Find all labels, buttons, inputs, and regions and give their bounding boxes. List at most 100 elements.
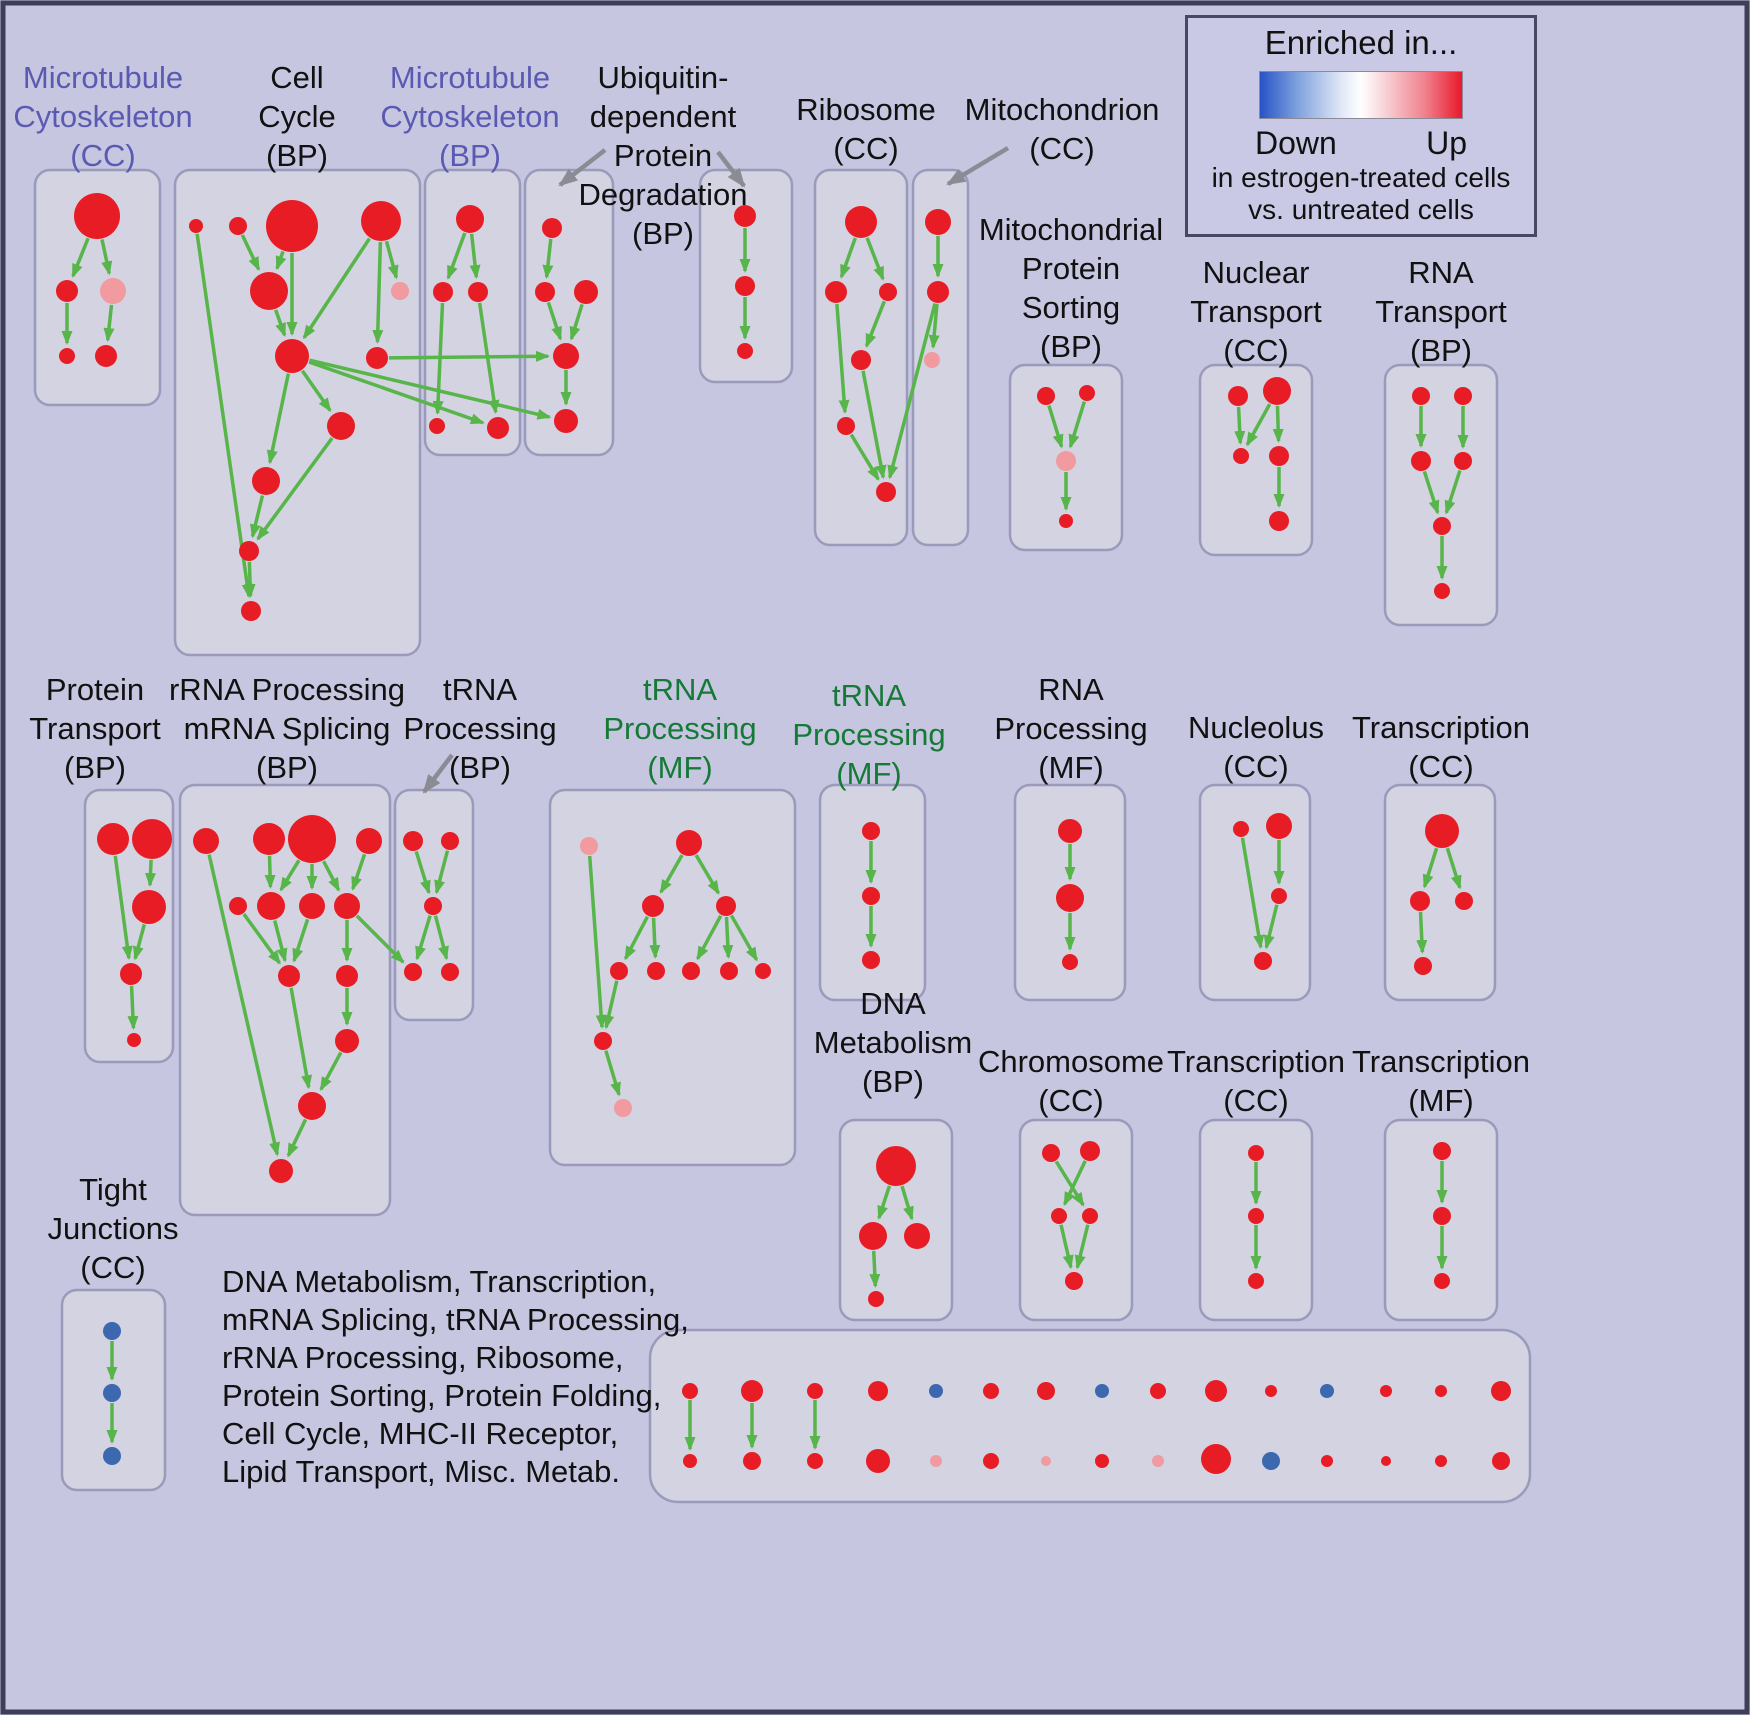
- edge-arrow: [319, 1051, 343, 1092]
- go-node-red: [845, 206, 877, 238]
- edge-arrow: [649, 917, 661, 960]
- go-node-red: [1425, 814, 1459, 848]
- label-pointer-arrow: [558, 148, 607, 187]
- go-node-red: [851, 350, 871, 370]
- go-node-red: [542, 218, 562, 238]
- go-node-red: [1269, 446, 1289, 466]
- edge-arrow: [839, 237, 857, 279]
- cluster-box-mitochondrion-cc: [911, 168, 970, 547]
- go-node-red: [229, 897, 247, 915]
- label-pointer-arrow: [422, 753, 454, 794]
- edge-arrow: [469, 233, 481, 280]
- go-node-red: [1056, 884, 1084, 912]
- edge-arrow: [434, 850, 450, 895]
- go-node-red: [1454, 387, 1472, 405]
- go-node-red: [252, 467, 280, 495]
- cluster-box-transcription-cc-1: [1383, 783, 1497, 1002]
- go-node-blue: [1320, 1384, 1334, 1398]
- edge-arrow: [546, 301, 563, 341]
- go-node-pink: [930, 1455, 942, 1467]
- edge-arrow: [1047, 405, 1064, 449]
- go-node-red: [1080, 1141, 1100, 1161]
- cluster-label-transcription-cc-1: Transcription (CC): [1352, 710, 1530, 784]
- go-node-red: [1201, 1444, 1231, 1474]
- edge-arrow: [433, 915, 449, 961]
- go-node-red: [879, 283, 897, 301]
- go-node-red: [859, 1222, 887, 1250]
- go-node-red: [1435, 1385, 1447, 1397]
- edge-arrow: [308, 360, 485, 425]
- go-node-red: [97, 823, 129, 855]
- go-node-red: [735, 276, 755, 296]
- edge-arrow: [1234, 406, 1246, 446]
- edge-arrow: [414, 850, 431, 895]
- go-node-pink: [1152, 1455, 1164, 1467]
- edge-arrow: [195, 233, 253, 599]
- edge-arrow: [1059, 1224, 1074, 1270]
- go-node-red: [1492, 1452, 1510, 1470]
- go-node-red: [610, 962, 628, 980]
- go-node-red: [741, 1380, 763, 1402]
- go-node-red: [837, 417, 855, 435]
- go-node-red: [554, 409, 578, 433]
- edge-arrow: [604, 1050, 621, 1097]
- go-node-red: [676, 830, 702, 856]
- go-node-pink: [924, 352, 940, 368]
- cluster-box-rrna-processing-mrna-splicing-bp: [178, 783, 392, 1217]
- go-node-red: [682, 962, 700, 980]
- go-node-red: [862, 951, 880, 969]
- go-node-red: [866, 1449, 890, 1473]
- edge-arrow: [292, 918, 310, 963]
- go-node-red: [1079, 385, 1095, 401]
- edge-arrow: [1416, 911, 1428, 955]
- edge-arrow: [113, 855, 133, 961]
- go-node-red: [647, 962, 665, 980]
- go-node-red: [1435, 1455, 1447, 1467]
- go-node-red: [429, 418, 445, 434]
- go-node-red: [1037, 1382, 1055, 1400]
- go-node-red: [983, 1383, 999, 1399]
- go-node-blue: [1262, 1452, 1280, 1470]
- go-node-red: [720, 962, 738, 980]
- go-node-red: [1271, 888, 1287, 904]
- go-node-red: [441, 963, 459, 981]
- go-node-red: [132, 819, 172, 859]
- edge-arrow: [694, 854, 720, 895]
- cluster-label-rna-transport-bp: RNA Transport (BP): [1375, 255, 1507, 368]
- edge-arrow: [384, 240, 399, 280]
- go-node-red: [1434, 583, 1450, 599]
- go-node-red: [1042, 1144, 1060, 1162]
- go-node-red: [1058, 819, 1082, 843]
- go-node-blue: [103, 1384, 121, 1402]
- cluster-label-tight-junctions-cc: Tight Junctions (CC): [48, 1172, 179, 1285]
- go-node-red: [403, 831, 423, 851]
- cluster-label-mitochondrion-cc: Mitochondrion (CC): [965, 92, 1160, 166]
- go-node-red: [456, 205, 484, 233]
- go-node-red: [535, 282, 555, 302]
- edge-arrow: [542, 238, 554, 280]
- edge-arrow: [275, 250, 287, 271]
- go-node-red: [468, 282, 488, 302]
- edge-arrow: [1245, 403, 1272, 447]
- edge-arrow: [71, 237, 90, 279]
- go-node-red: [193, 828, 219, 854]
- go-node-red: [1248, 1145, 1264, 1161]
- edge-arrow: [1054, 1160, 1085, 1207]
- cluster-label-microtubule-cytoskeleton-bp: Microtubule Cytoskeleton (BP): [380, 60, 559, 173]
- edge-arrow: [309, 358, 552, 420]
- edge-arrow: [587, 855, 607, 1030]
- edge-arrow: [1063, 1160, 1087, 1207]
- go-node-red: [683, 1454, 697, 1468]
- go-node-red: [241, 601, 261, 621]
- cluster-label-ubiquitin-dependent-protein-degradation-bp: Ubiquitin-dependent Protein Degradation (BP…: [579, 60, 748, 251]
- go-node-red: [574, 280, 598, 304]
- go-node-pink: [1041, 1456, 1051, 1466]
- go-node-red: [553, 343, 579, 369]
- cluster-box-dna-metabolism-bp: [838, 1118, 954, 1322]
- edge-arrow: [300, 369, 332, 413]
- go-node-red: [734, 205, 756, 227]
- go-node-red: [95, 345, 117, 367]
- go-node-red: [1095, 1454, 1109, 1468]
- go-node-red: [1321, 1455, 1333, 1467]
